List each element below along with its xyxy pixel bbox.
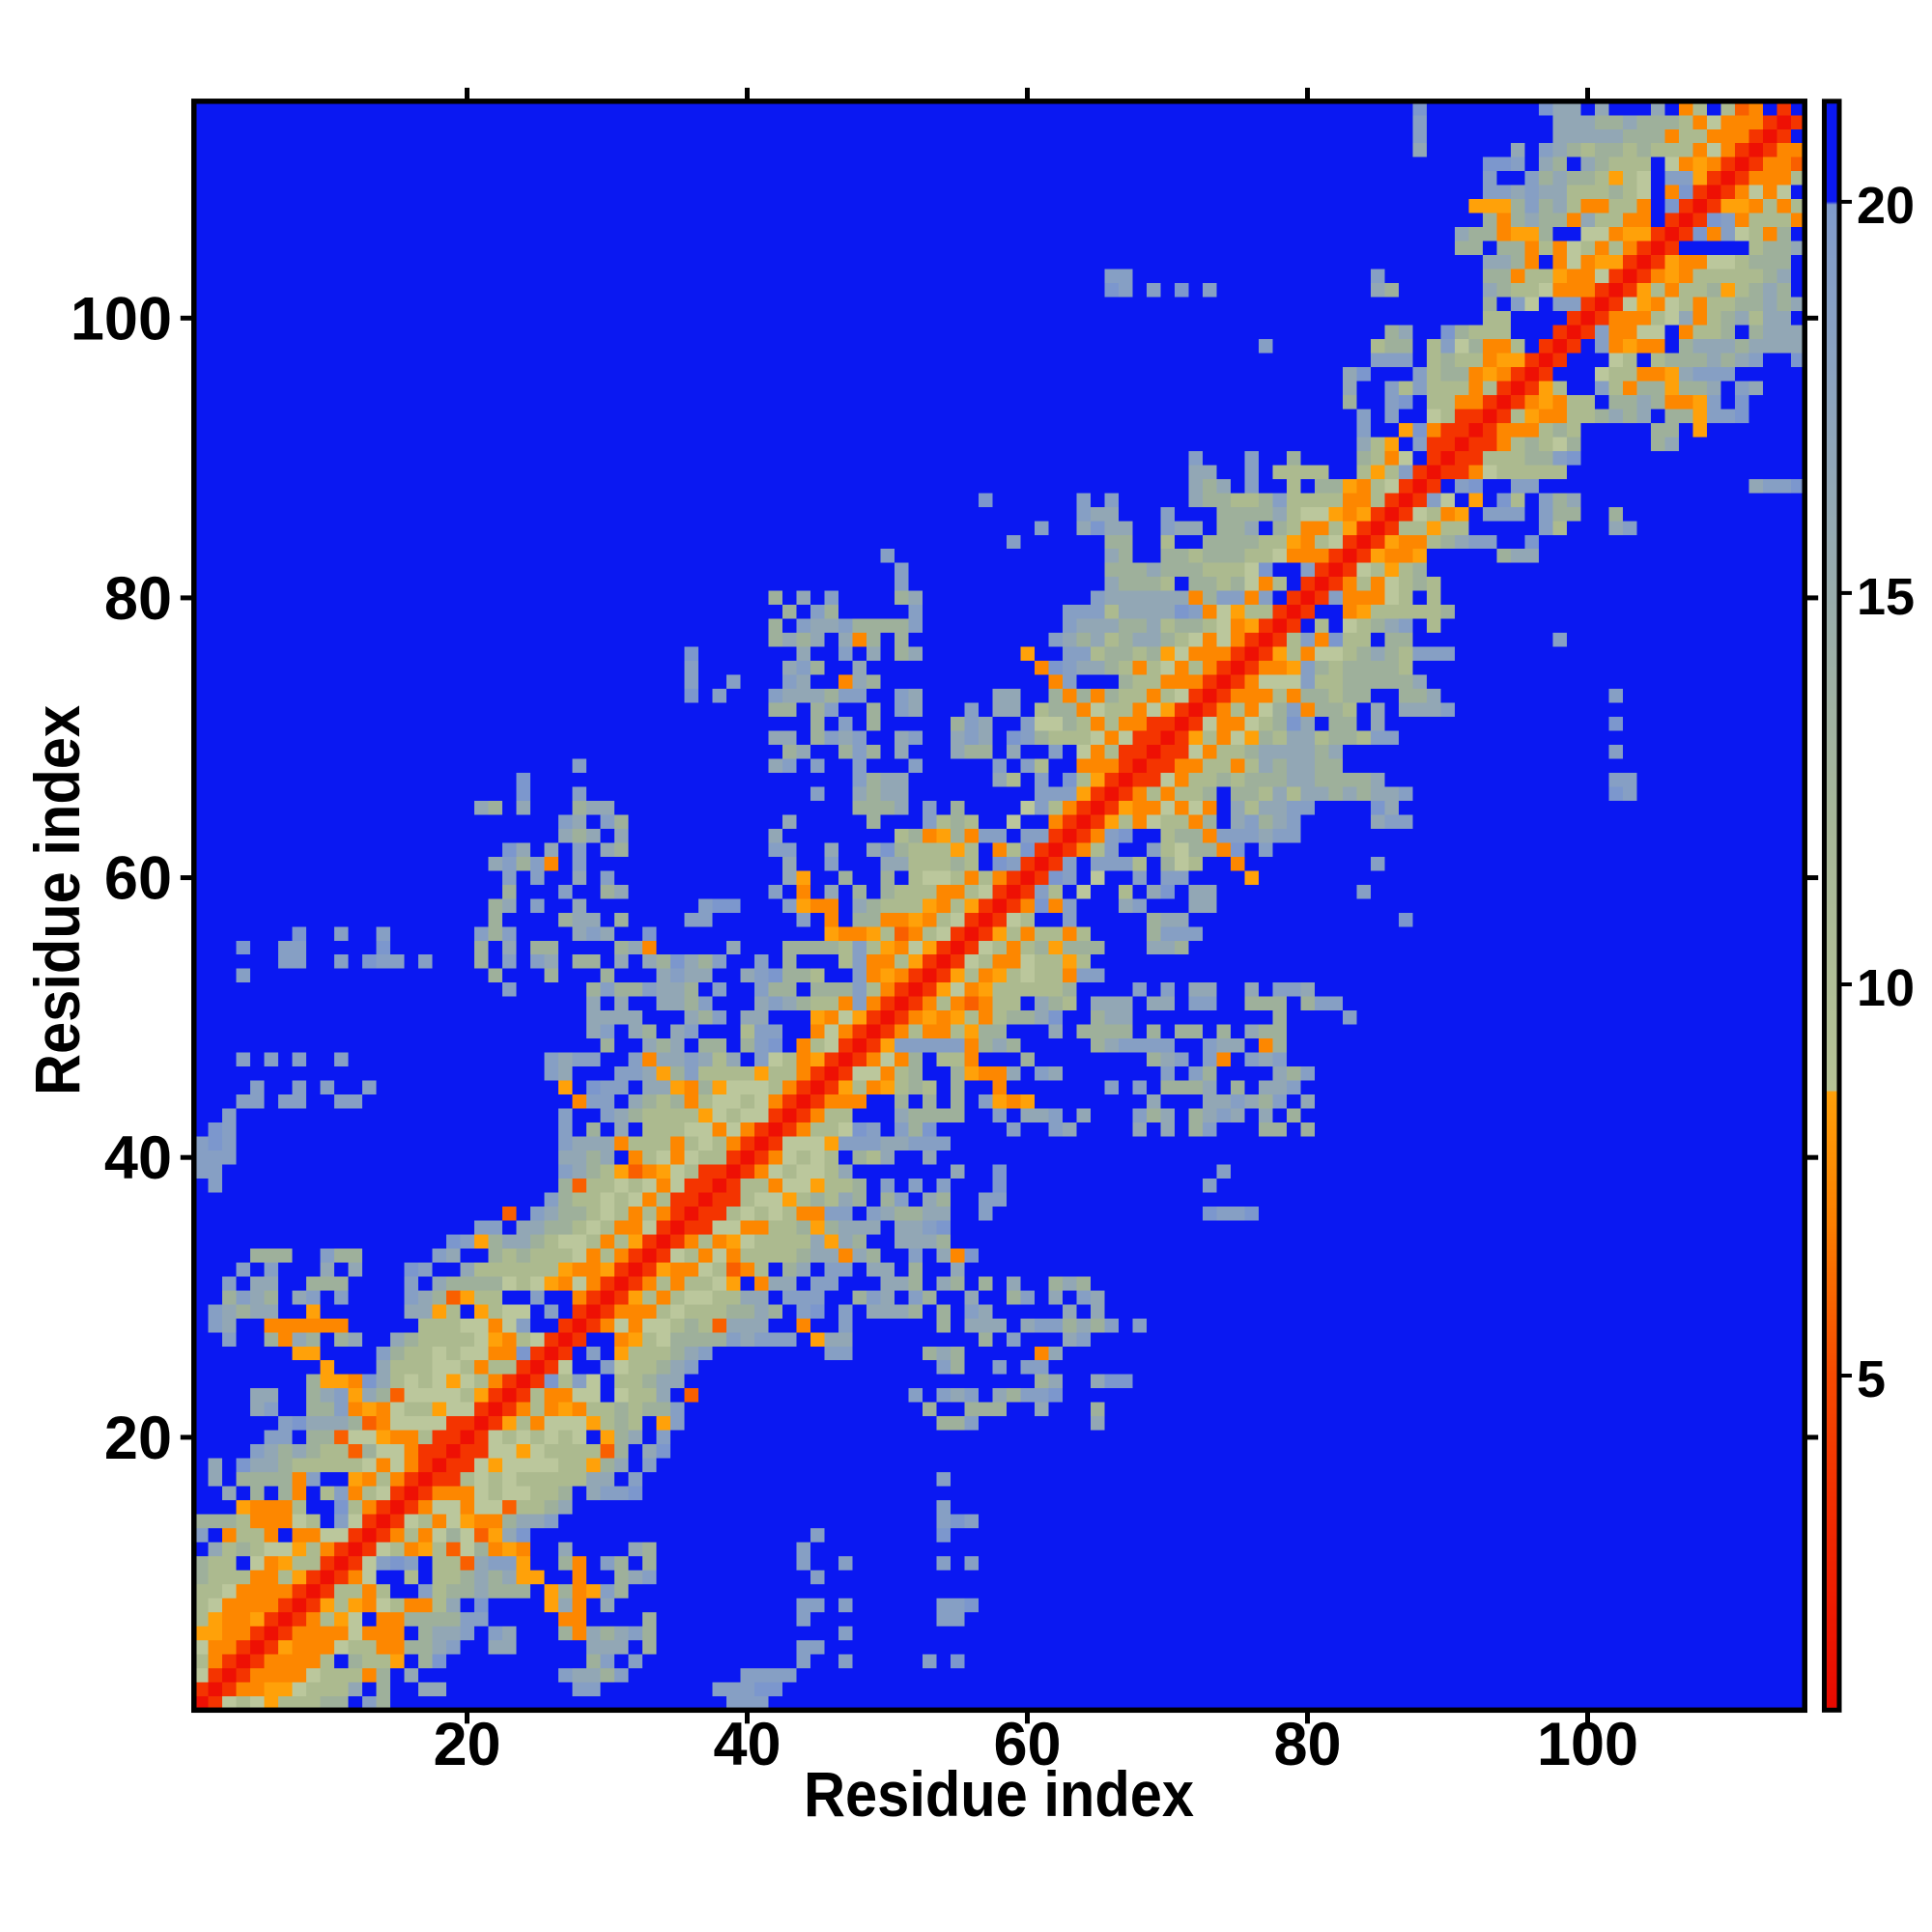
svg-text:5: 5 xyxy=(1857,1350,1886,1408)
svg-text:15: 15 xyxy=(1857,568,1915,626)
svg-text:100: 100 xyxy=(71,285,172,353)
svg-text:Residue index: Residue index xyxy=(21,705,93,1095)
svg-text:80: 80 xyxy=(1273,1711,1341,1778)
svg-text:40: 40 xyxy=(713,1711,781,1778)
svg-text:Residue index: Residue index xyxy=(804,1758,1194,1830)
svg-text:10: 10 xyxy=(1857,959,1915,1017)
svg-text:100: 100 xyxy=(1537,1711,1638,1778)
svg-text:80: 80 xyxy=(104,565,172,633)
svg-text:60: 60 xyxy=(993,1711,1061,1778)
svg-text:60: 60 xyxy=(104,845,172,913)
svg-text:20: 20 xyxy=(433,1711,500,1778)
svg-text:20: 20 xyxy=(104,1405,172,1472)
svg-text:40: 40 xyxy=(104,1124,172,1192)
svg-text:20: 20 xyxy=(1857,177,1915,235)
